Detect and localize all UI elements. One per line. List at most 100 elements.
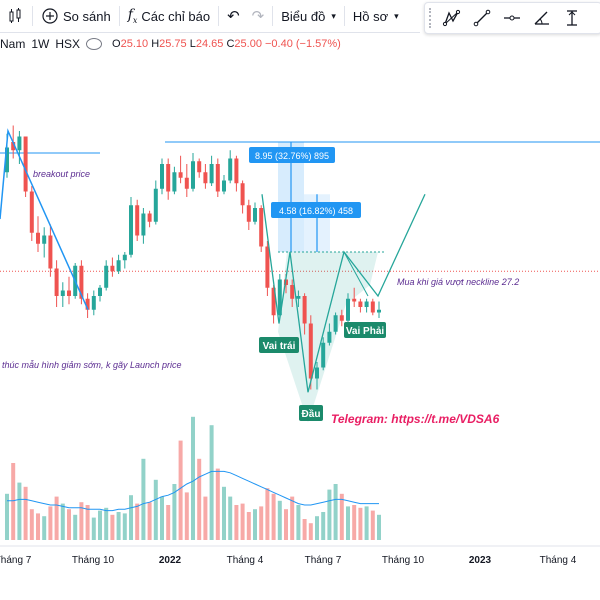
candle-body xyxy=(271,287,276,316)
candle-body xyxy=(29,191,34,233)
candle-body xyxy=(79,265,84,299)
horizontal-line-tool-button[interactable] xyxy=(497,5,527,31)
volume-bar xyxy=(17,482,22,540)
volume-bar xyxy=(147,502,152,540)
head-shoulders-line xyxy=(261,193,426,393)
volume-bar xyxy=(240,503,245,540)
chart-type-dropdown[interactable]: Biểu đồ ▾ xyxy=(275,0,342,32)
candle-body xyxy=(172,172,177,192)
volume-bar xyxy=(91,517,96,540)
x-tick-label: Tháng 7 xyxy=(0,555,32,566)
candle-body xyxy=(153,188,158,222)
volume-bar xyxy=(42,516,47,540)
breakout-annotation: breakout price xyxy=(33,169,90,179)
candle-body xyxy=(296,296,301,299)
candle-body xyxy=(36,232,40,244)
volume-bar xyxy=(122,513,127,540)
indicators-button[interactable]: fx Các chỉ báo xyxy=(122,0,216,32)
candle-body xyxy=(178,172,183,178)
profile-dropdown[interactable]: Hồ sơ ▾ xyxy=(347,0,405,32)
redo-button[interactable]: ↷ xyxy=(246,0,271,32)
toolbar-divider xyxy=(272,6,274,26)
candle-body xyxy=(246,205,251,222)
candle-body xyxy=(364,301,369,307)
function-icon: fx xyxy=(127,7,138,25)
volume-bar xyxy=(308,523,313,540)
volume-bar xyxy=(352,505,357,540)
candle-body xyxy=(333,315,338,332)
candle-body xyxy=(265,246,270,288)
eye-icon[interactable] xyxy=(86,38,103,50)
candle-body xyxy=(191,161,195,189)
volume-bar xyxy=(73,514,78,540)
undo-button[interactable]: ↶ xyxy=(221,0,246,32)
candle-body xyxy=(122,254,127,261)
candle-body xyxy=(42,235,47,244)
volume-bar xyxy=(129,495,133,540)
drag-handle[interactable] xyxy=(429,8,437,28)
left-shoulder-label-bg xyxy=(259,337,299,353)
angle-icon xyxy=(534,11,549,25)
candle-body xyxy=(160,164,164,189)
left-annotation: thúc mẫu hình giảm sớm, k gãy Launch pri… xyxy=(2,360,182,370)
candle-body xyxy=(166,164,171,192)
candle-type-button[interactable] xyxy=(0,0,30,32)
x-tick-label: Tháng 7 xyxy=(305,555,342,566)
interval-label[interactable]: 1W xyxy=(31,37,50,51)
x-tick-label: 2023 xyxy=(469,555,492,566)
chart-type-label: Biểu đồ xyxy=(281,8,326,24)
right-shoulder-line xyxy=(343,251,369,297)
toolbar-divider xyxy=(343,6,345,26)
compare-button[interactable]: So sánh xyxy=(35,0,117,32)
indicators-label: Các chỉ báo xyxy=(141,8,211,24)
change-value: −0.40 (−1.57%) xyxy=(265,38,341,50)
candle-body xyxy=(339,315,344,321)
candlestick-icon xyxy=(9,8,21,23)
candle-body xyxy=(104,265,109,288)
pattern-tool-button[interactable] xyxy=(437,5,467,31)
volume-bar xyxy=(153,479,158,540)
volume-bar xyxy=(290,496,295,540)
x-tick-label: Tháng 10 xyxy=(382,555,425,566)
profile-label: Hồ sơ xyxy=(352,8,389,24)
candle-body xyxy=(48,235,53,269)
toolbar-divider xyxy=(32,6,33,26)
left-shoulder-label: Vai trái xyxy=(263,341,296,352)
candle-body xyxy=(11,142,16,151)
candle-body xyxy=(129,205,133,255)
volume-bar xyxy=(172,484,177,540)
volume-bar xyxy=(178,440,183,540)
volume-bar xyxy=(284,509,288,540)
volume-bar xyxy=(222,486,226,540)
volume-bar xyxy=(79,502,84,540)
arc-tool-button[interactable] xyxy=(527,5,557,31)
volume-bar xyxy=(321,512,326,540)
right-shoulder-label: Vai Phải xyxy=(346,326,385,337)
volume-bar xyxy=(333,484,338,540)
measure-icon xyxy=(567,10,577,26)
candle-body xyxy=(203,172,208,184)
volume-bar xyxy=(29,509,34,540)
volume-ma-line xyxy=(7,470,379,512)
symbol-name[interactable]: Nam xyxy=(0,37,26,51)
candle-body xyxy=(315,367,319,379)
measure-tool-button[interactable] xyxy=(557,5,587,31)
volume-bar xyxy=(315,516,319,540)
volume-bar xyxy=(5,493,9,540)
drawing-toolbar xyxy=(424,2,600,34)
candle-body xyxy=(370,301,375,313)
candle-body xyxy=(184,177,189,189)
volume-bar xyxy=(110,514,115,540)
volume-bar xyxy=(191,416,195,540)
neckline-annotation: Mua khi giá vượt neckline 27.2 xyxy=(397,277,519,287)
volume-bar xyxy=(98,510,102,540)
horizontal-line-icon xyxy=(504,15,520,21)
pattern-icon xyxy=(442,9,461,27)
measure-label-short-bg xyxy=(271,202,361,218)
trendline-tool-button[interactable] xyxy=(467,5,497,31)
candle-body xyxy=(240,183,245,206)
candle-body xyxy=(234,158,239,184)
candle-body xyxy=(135,205,140,236)
undo-icon: ↶ xyxy=(227,8,240,25)
